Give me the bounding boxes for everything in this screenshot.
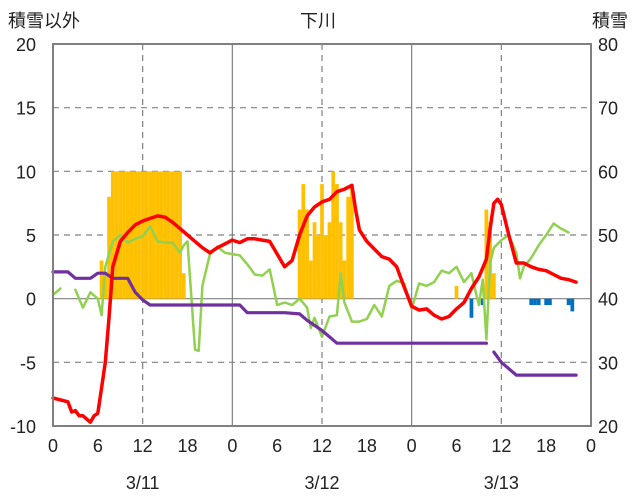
left-axis-tick-label: 20 bbox=[16, 35, 36, 55]
bar bbox=[548, 298, 552, 306]
bar bbox=[170, 171, 175, 299]
red-series-line bbox=[51, 183, 578, 424]
bar bbox=[133, 171, 138, 299]
x-axis-tick-label: 12 bbox=[491, 436, 511, 456]
green-series-line bbox=[74, 222, 570, 353]
bar bbox=[148, 171, 153, 299]
bar bbox=[159, 171, 164, 299]
x-axis-tick-label: 0 bbox=[586, 436, 596, 456]
bar bbox=[350, 184, 354, 299]
left-axis-tick-label: 15 bbox=[16, 99, 36, 119]
bar bbox=[178, 171, 182, 299]
right-axis-tick-label: 40 bbox=[598, 290, 618, 310]
left-axis-tick-label: -5 bbox=[20, 353, 36, 373]
bar bbox=[181, 273, 186, 299]
bar bbox=[335, 184, 339, 299]
bar bbox=[338, 222, 343, 299]
right-axis-tick-label: 70 bbox=[598, 99, 618, 119]
bar bbox=[544, 298, 549, 306]
bar bbox=[305, 209, 309, 299]
bar bbox=[137, 171, 141, 299]
plot-frame bbox=[52, 43, 592, 427]
bar bbox=[308, 260, 313, 299]
x-axis-tick-label: 6 bbox=[451, 436, 461, 456]
bar bbox=[110, 171, 115, 299]
bar bbox=[480, 298, 485, 306]
bar bbox=[323, 235, 328, 299]
bar bbox=[297, 209, 302, 299]
x-axis-tick-label: 0 bbox=[407, 436, 417, 456]
bar bbox=[163, 171, 167, 299]
right-axis-tick-label: 60 bbox=[598, 162, 618, 182]
right-axis-tick-label: 30 bbox=[598, 353, 618, 373]
bar bbox=[99, 260, 104, 299]
purple-series-line bbox=[492, 350, 578, 377]
left-axis-tick-label: 5 bbox=[26, 226, 36, 246]
date-label: 3/11 bbox=[126, 473, 160, 493]
bar bbox=[129, 171, 134, 299]
bar bbox=[469, 298, 474, 318]
bar bbox=[114, 171, 119, 299]
right-axis-title: 積雪 bbox=[592, 11, 628, 32]
bar bbox=[331, 171, 336, 299]
bar bbox=[166, 171, 171, 299]
bar bbox=[327, 222, 332, 299]
chart-title: 下川 bbox=[300, 11, 336, 32]
x-axis-ticks: 0 6 12 18 0 6 12 18 0 6 12 18 0 bbox=[48, 436, 596, 456]
x-axis-tick-label: 18 bbox=[177, 436, 197, 456]
left-axis-tick-label: -10 bbox=[10, 417, 36, 437]
left-axis-title: 積雪以外 bbox=[8, 11, 80, 32]
left-axis-ticks: 20 15 10 5 0 -5 -10 bbox=[10, 35, 36, 437]
purple-series-line bbox=[51, 270, 488, 345]
bar bbox=[103, 273, 108, 299]
bar bbox=[529, 298, 534, 306]
x-axis-tick-label: 6 bbox=[272, 436, 282, 456]
date-labels: 3/11 3/12 3/13 bbox=[126, 473, 519, 493]
bar bbox=[454, 285, 459, 299]
x-axis-tick-label: 18 bbox=[357, 436, 377, 456]
right-axis-ticks: 80 70 60 50 40 30 20 bbox=[598, 35, 618, 437]
left-axis-tick-label: 10 bbox=[16, 162, 36, 182]
x-axis-tick-label: 0 bbox=[227, 436, 237, 456]
x-axis-tick-label: 12 bbox=[133, 436, 153, 456]
bar bbox=[301, 184, 306, 299]
date-label: 3/12 bbox=[304, 473, 339, 493]
bar bbox=[346, 196, 351, 299]
bar bbox=[316, 235, 321, 299]
x-axis-tick-label: 18 bbox=[536, 436, 556, 456]
bar bbox=[536, 298, 541, 306]
line-series bbox=[51, 183, 578, 424]
date-label: 3/13 bbox=[484, 473, 519, 493]
x-axis-tick-label: 12 bbox=[312, 436, 332, 456]
x-axis-tick-label: 6 bbox=[93, 436, 103, 456]
right-axis-tick-label: 80 bbox=[598, 35, 618, 55]
bar bbox=[491, 273, 496, 299]
bar bbox=[570, 298, 575, 312]
bar bbox=[155, 171, 160, 299]
bar bbox=[107, 196, 111, 299]
green-series-line bbox=[51, 287, 62, 297]
bar bbox=[320, 184, 324, 299]
bar bbox=[144, 171, 149, 299]
x-axis-tick-label: 0 bbox=[48, 436, 58, 456]
bar-series bbox=[99, 171, 575, 318]
bar bbox=[312, 222, 317, 299]
bar bbox=[533, 298, 537, 306]
bar bbox=[342, 260, 347, 299]
bar bbox=[566, 298, 571, 306]
left-axis-tick-label: 0 bbox=[26, 290, 36, 310]
right-axis-tick-label: 20 bbox=[598, 417, 618, 437]
bar bbox=[174, 171, 179, 299]
right-axis-tick-label: 50 bbox=[598, 226, 618, 246]
